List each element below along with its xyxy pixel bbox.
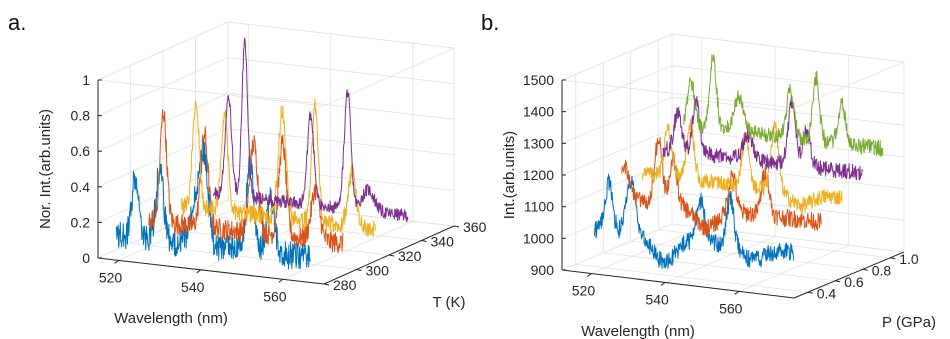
z-tick-label: 0 — [82, 250, 90, 266]
grid-line — [561, 65, 673, 113]
z-tick-label: 1500 — [523, 72, 554, 88]
y-tick-label: 0.6 — [844, 274, 864, 290]
z-tick-label: 1200 — [523, 167, 554, 183]
grid-line — [671, 223, 905, 253]
x-tick-label: 540 — [181, 279, 205, 295]
grid-line — [671, 33, 905, 63]
y-axis-title: T (K) — [432, 294, 465, 311]
grid-line — [671, 96, 905, 126]
grid-line — [561, 128, 673, 176]
grid-line — [561, 160, 673, 208]
y-axis — [793, 251, 905, 299]
x-tick-label: 560 — [719, 300, 743, 316]
y-tick-label: 0.8 — [872, 262, 892, 278]
x-tick-label: 560 — [263, 288, 287, 304]
series-line — [621, 136, 822, 237]
series-line — [683, 54, 884, 157]
x-axis — [97, 257, 325, 285]
x-tick-label: 520 — [99, 269, 123, 285]
x-tick-label: 540 — [645, 291, 669, 307]
y-tick-label: 360 — [463, 219, 487, 235]
z-tick-label: 1300 — [523, 135, 554, 151]
grid-line — [671, 160, 905, 190]
x-axis — [561, 269, 795, 299]
grid-line — [130, 243, 357, 270]
x-tick-label: 520 — [572, 283, 596, 299]
grid-line — [227, 57, 455, 84]
z-axis-title: Nor. Int.(arb.units) — [37, 109, 54, 229]
series-line — [213, 37, 409, 223]
grid-line — [603, 252, 836, 282]
grid-line — [561, 33, 673, 81]
grid-line — [738, 244, 849, 292]
y-tick-label: 340 — [431, 234, 455, 250]
z-tick-label: 0.6 — [71, 143, 91, 159]
series-line — [180, 98, 376, 237]
y-axis-title: P (GPa) — [882, 314, 936, 331]
grid-line — [97, 79, 325, 107]
series-line — [148, 109, 344, 254]
series-line — [115, 137, 311, 270]
y-tick-label: 0.4 — [817, 285, 837, 301]
grid-line — [591, 227, 702, 274]
grid-line — [227, 21, 455, 49]
z-tick-label: 1000 — [523, 230, 554, 246]
grid-line — [561, 223, 673, 271]
grid-line — [561, 191, 673, 239]
grid-line — [227, 164, 455, 191]
z-tick-label: 900 — [531, 262, 555, 278]
grid-line — [561, 96, 673, 144]
series-line — [641, 118, 843, 214]
chart-panel-b: 520 540 560 0.4 0.6 0.8 1.0 900 1000 1100 1200 1300… — [501, 33, 936, 339]
z-tick-label: 1100 — [524, 199, 554, 215]
grid-line — [561, 79, 795, 109]
series-line — [662, 95, 864, 181]
grid-line — [575, 263, 808, 293]
panel-label-b: b. — [481, 10, 500, 35]
grid-line — [664, 236, 776, 283]
chart-panel-a: 520 540 560 280 300 320 340 360 0 0.2 0.4 0.6 0.8 1 Wa… — [37, 21, 487, 327]
grid-line — [671, 191, 905, 221]
z-tick-label: 1 — [82, 72, 90, 88]
y-tick-label: 320 — [398, 248, 422, 264]
grid-line — [227, 128, 455, 156]
grid-line — [227, 199, 455, 227]
x-axis-title: Wavelength (nm) — [581, 323, 695, 339]
z-tick-label: 0.4 — [71, 179, 91, 195]
series-line — [593, 173, 795, 269]
grid-line — [323, 47, 455, 107]
y-tick-label: 1.0 — [899, 251, 919, 267]
grid-line — [671, 128, 905, 158]
grid-line — [97, 21, 229, 81]
y-tick-label: 300 — [366, 263, 390, 279]
z-tick-label: 1400 — [523, 104, 554, 120]
x-axis-title: Wavelength (nm) — [114, 310, 228, 327]
grid-line — [227, 92, 455, 120]
grid-line — [793, 61, 905, 109]
panel-label-a: a. — [8, 10, 27, 35]
z-axis-title: Int.(arb.units) — [501, 131, 518, 219]
grid-line — [658, 229, 891, 259]
z-tick-label: 0.8 — [71, 108, 91, 124]
z-tick-label: 0.2 — [71, 214, 91, 230]
y-tick-label: 280 — [333, 277, 357, 293]
